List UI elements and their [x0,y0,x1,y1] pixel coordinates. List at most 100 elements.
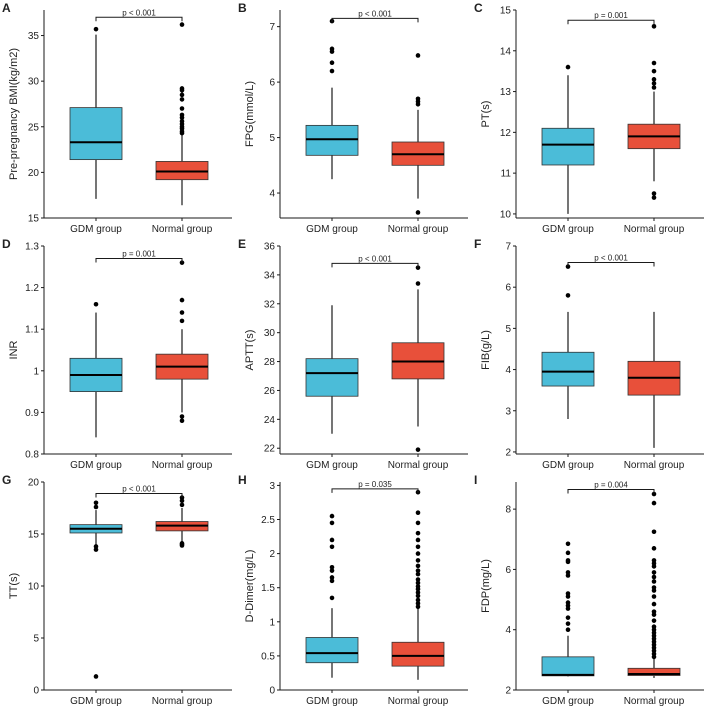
x-tick-label: GDM group [70,696,122,707]
panel-letter: I [474,473,477,487]
outlier-point [179,495,185,500]
x-tick-label: Normal group [388,460,449,471]
outlier-point [329,568,335,573]
outlier-point [329,68,335,74]
significance-bracket [567,489,655,494]
outlier-point [651,594,657,599]
y-tick-label: 0 [33,686,39,697]
outlier-point [329,575,335,580]
outlier-point [329,578,335,584]
p-value-label: p < 0.001 [358,254,392,263]
panel-letter: A [2,1,11,15]
y-tick-label: 10 [28,582,40,593]
box-normal [391,641,445,667]
y-tick-label: 0.8 [25,450,39,461]
panel-letter: D [2,237,11,251]
box-gdm [541,351,595,387]
y-tick-label: 2 [269,549,275,560]
y-tick-label: 4 [269,189,275,200]
y-tick-label: 1.5 [261,583,275,594]
outlier-point [179,92,185,98]
y-tick-label: 26 [264,386,276,397]
box-gdm [541,656,595,677]
outlier-point [329,46,335,52]
y-tick-label: 15 [28,530,40,541]
outlier-point [179,318,185,324]
outlier-point [179,502,185,508]
panel-f: F 2 3 4 5 6 7 FIB(g/L) GDM group Normal group p < … [474,237,704,471]
outlier-point [651,81,657,86]
y-tick-label: 1.2 [25,283,39,294]
y-tick-label: 20 [28,168,40,179]
outlier-point [179,541,185,546]
x-tick-label: GDM group [306,460,358,471]
outlier-point [329,564,335,570]
y-tick-label: 5 [505,324,511,335]
y-tick-label: 2 [505,686,511,697]
y-tick-label: 11 [501,169,512,180]
outlier-point [93,544,99,549]
outlier-point [565,600,571,605]
outlier-point [651,191,657,196]
y-tick-label: 22 [264,444,276,455]
y-tick-label: 35 [28,31,40,42]
p-value-label: p < 0.001 [122,8,156,17]
outlier-point [565,541,571,547]
significance-bracket [331,262,419,268]
outlier-point [415,604,421,610]
outlier-point [415,580,421,586]
y-tick-label: 5 [269,133,275,144]
x-tick-label: GDM group [306,696,358,707]
outlier-point [651,618,657,623]
outlier-point [179,118,185,124]
panel-c: C 10 11 12 13 14 15 PT(s) GDM group Normal group p… [474,1,704,235]
p-value-label: p = 0.001 [594,11,628,20]
x-tick-label: GDM group [542,224,594,235]
outlier-point [651,500,657,506]
y-tick-label: 1 [33,366,39,377]
x-tick-label: Normal group [624,460,685,471]
y-tick-label: 0.9 [25,408,39,419]
box-gdm [69,107,123,161]
outlier-point [179,86,185,91]
y-tick-label: 6 [505,565,511,576]
outlier-point [415,530,421,536]
outlier-point [179,414,185,419]
outlier-point [651,24,657,29]
y-tick-label: 32 [264,299,276,310]
y-axis-label: D-Dimer(mg/L) [244,550,256,623]
y-tick-label: 14 [500,46,512,57]
outlier-point [565,293,571,298]
x-tick-label: GDM group [542,696,594,707]
x-tick-label: Normal group [388,224,449,235]
y-tick-label: 24 [264,415,276,426]
box-gdm [305,124,359,156]
box-gdm [541,127,595,166]
x-tick-label: GDM group [70,460,122,471]
x-tick-label: GDM group [70,224,122,235]
y-tick-label: 28 [264,357,276,368]
panel-b: B 4 5 6 7 FPG(mmol/L) GDM group Normal group p <… [238,1,468,235]
panel-letter: H [238,473,247,487]
outlier-point [329,537,335,543]
x-tick-label: Normal group [624,696,685,707]
y-tick-label: 0 [269,686,275,697]
significance-bracket [331,17,419,23]
y-tick-label: 12 [500,128,512,139]
y-tick-label: 7 [505,242,511,253]
x-tick-label: GDM group [542,460,594,471]
y-axis-label: PT(s) [480,101,492,128]
outlier-point [93,26,99,32]
outlier-point [651,579,657,584]
outlier-point [329,513,335,519]
outlier-point [93,504,99,510]
outlier-point [565,627,571,633]
panel-letter: G [2,473,11,487]
panel-letter: E [238,237,246,251]
outlier-point [415,558,421,563]
panel-a: A 15 20 25 30 35 Pre-pregnancy BMI(kg/m2) GDM g… [2,1,232,235]
y-axis-label: INR [8,340,20,359]
y-tick-label: 30 [264,328,276,339]
significance-bracket [95,257,183,263]
